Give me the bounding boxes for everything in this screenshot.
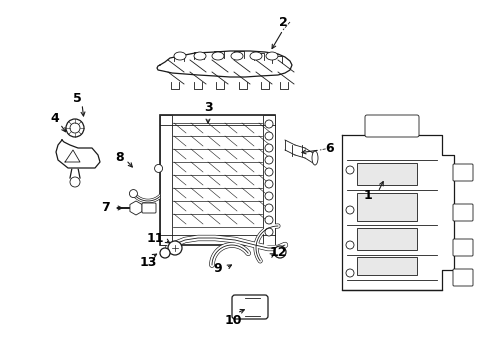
- Polygon shape: [56, 140, 100, 168]
- Bar: [160, 115, 172, 245]
- Ellipse shape: [266, 52, 278, 60]
- Circle shape: [346, 241, 354, 249]
- Circle shape: [265, 132, 273, 140]
- Ellipse shape: [312, 151, 318, 165]
- Circle shape: [265, 204, 273, 212]
- Bar: [357, 163, 417, 185]
- Ellipse shape: [194, 52, 206, 60]
- Text: 9: 9: [214, 261, 222, 274]
- Circle shape: [265, 216, 273, 224]
- Text: 8: 8: [116, 150, 124, 163]
- Circle shape: [265, 120, 273, 128]
- Ellipse shape: [250, 52, 262, 60]
- Circle shape: [346, 166, 354, 174]
- FancyBboxPatch shape: [453, 164, 473, 181]
- Circle shape: [265, 144, 273, 152]
- Text: 12: 12: [269, 247, 287, 260]
- Text: 13: 13: [139, 256, 157, 269]
- FancyBboxPatch shape: [453, 204, 473, 221]
- Text: 1: 1: [364, 189, 372, 202]
- Circle shape: [265, 192, 273, 200]
- Ellipse shape: [174, 52, 186, 60]
- FancyBboxPatch shape: [453, 239, 473, 256]
- Text: 4: 4: [50, 112, 59, 125]
- Bar: [263, 115, 275, 245]
- Text: 2: 2: [279, 15, 287, 28]
- Circle shape: [265, 168, 273, 176]
- Circle shape: [265, 180, 273, 188]
- Circle shape: [346, 206, 354, 214]
- Ellipse shape: [212, 52, 224, 60]
- Circle shape: [154, 165, 163, 172]
- Circle shape: [346, 269, 354, 277]
- Polygon shape: [65, 150, 80, 162]
- Text: 11: 11: [146, 231, 164, 244]
- Circle shape: [70, 123, 80, 133]
- Circle shape: [265, 228, 273, 236]
- Bar: [357, 257, 417, 275]
- FancyBboxPatch shape: [365, 115, 419, 137]
- Circle shape: [265, 156, 273, 164]
- FancyBboxPatch shape: [232, 295, 268, 319]
- Text: 3: 3: [204, 100, 212, 113]
- Circle shape: [274, 246, 286, 258]
- Text: 5: 5: [73, 91, 81, 104]
- Circle shape: [168, 241, 182, 255]
- Ellipse shape: [231, 52, 243, 60]
- Text: 7: 7: [100, 201, 109, 213]
- Circle shape: [70, 177, 80, 187]
- FancyBboxPatch shape: [453, 269, 473, 286]
- Bar: [357, 228, 417, 250]
- Text: 10: 10: [224, 314, 242, 327]
- Circle shape: [160, 248, 170, 258]
- Bar: [160, 115, 275, 245]
- Circle shape: [129, 190, 137, 198]
- Text: 6: 6: [326, 141, 334, 154]
- FancyBboxPatch shape: [142, 203, 156, 213]
- Circle shape: [66, 119, 84, 137]
- Bar: [357, 193, 417, 221]
